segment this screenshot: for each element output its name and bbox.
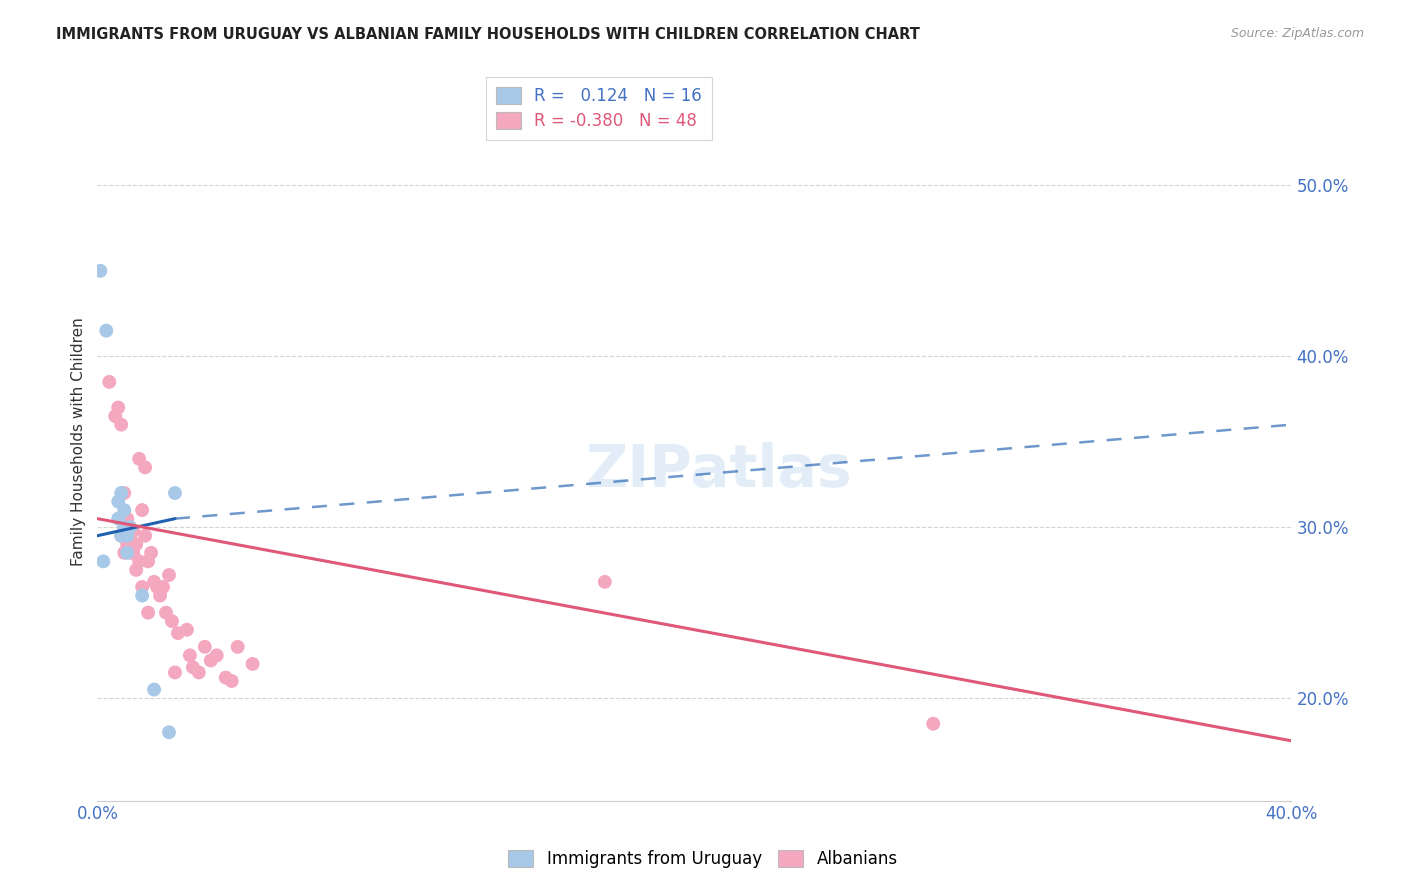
Legend: R =   0.124   N = 16, R = -0.380   N = 48: R = 0.124 N = 16, R = -0.380 N = 48 bbox=[486, 77, 711, 140]
Point bbox=[110, 529, 132, 543]
Point bbox=[187, 665, 209, 680]
Point bbox=[112, 503, 135, 517]
Point bbox=[89, 264, 111, 278]
Point bbox=[157, 568, 180, 582]
Point bbox=[107, 401, 129, 415]
Point bbox=[104, 409, 127, 423]
Point bbox=[131, 589, 153, 603]
Point bbox=[176, 623, 198, 637]
Point bbox=[136, 606, 159, 620]
Point bbox=[163, 486, 186, 500]
Point bbox=[149, 589, 172, 603]
Point bbox=[205, 648, 228, 663]
Point bbox=[152, 580, 174, 594]
Point bbox=[593, 574, 616, 589]
Point bbox=[155, 606, 177, 620]
Point bbox=[167, 626, 190, 640]
Point bbox=[115, 529, 138, 543]
Point bbox=[91, 554, 114, 568]
Point bbox=[221, 673, 243, 688]
Text: Source: ZipAtlas.com: Source: ZipAtlas.com bbox=[1230, 27, 1364, 40]
Legend: Immigrants from Uruguay, Albanians: Immigrants from Uruguay, Albanians bbox=[502, 843, 904, 875]
Point bbox=[125, 563, 148, 577]
Point bbox=[115, 529, 138, 543]
Point bbox=[110, 417, 132, 432]
Point bbox=[125, 537, 148, 551]
Point bbox=[115, 546, 138, 560]
Point bbox=[122, 546, 145, 560]
Point bbox=[120, 546, 142, 560]
Y-axis label: Family Households with Children: Family Households with Children bbox=[72, 318, 86, 566]
Point bbox=[181, 660, 204, 674]
Text: ZIPatlas: ZIPatlas bbox=[585, 442, 852, 499]
Point bbox=[115, 511, 138, 525]
Point bbox=[112, 486, 135, 500]
Text: IMMIGRANTS FROM URUGUAY VS ALBANIAN FAMILY HOUSEHOLDS WITH CHILDREN CORRELATION : IMMIGRANTS FROM URUGUAY VS ALBANIAN FAMI… bbox=[56, 27, 920, 42]
Point bbox=[112, 520, 135, 534]
Point bbox=[128, 451, 150, 466]
Point bbox=[128, 554, 150, 568]
Point bbox=[160, 614, 183, 628]
Point bbox=[922, 716, 945, 731]
Point bbox=[134, 460, 156, 475]
Point bbox=[146, 580, 169, 594]
Point bbox=[110, 486, 132, 500]
Point bbox=[242, 657, 264, 671]
Point bbox=[215, 671, 238, 685]
Point bbox=[143, 574, 166, 589]
Point bbox=[107, 511, 129, 525]
Point bbox=[136, 554, 159, 568]
Point bbox=[200, 653, 222, 667]
Point bbox=[107, 494, 129, 508]
Point bbox=[163, 665, 186, 680]
Point bbox=[115, 537, 138, 551]
Point bbox=[96, 324, 118, 338]
Point bbox=[139, 546, 162, 560]
Point bbox=[131, 503, 153, 517]
Point bbox=[122, 524, 145, 538]
Point bbox=[131, 580, 153, 594]
Point bbox=[143, 682, 166, 697]
Point bbox=[134, 529, 156, 543]
Point bbox=[226, 640, 249, 654]
Point bbox=[112, 546, 135, 560]
Point bbox=[98, 375, 121, 389]
Point bbox=[120, 520, 142, 534]
Point bbox=[157, 725, 180, 739]
Point bbox=[179, 648, 201, 663]
Point bbox=[194, 640, 217, 654]
Point bbox=[112, 520, 135, 534]
Point bbox=[120, 529, 142, 543]
Point bbox=[110, 529, 132, 543]
